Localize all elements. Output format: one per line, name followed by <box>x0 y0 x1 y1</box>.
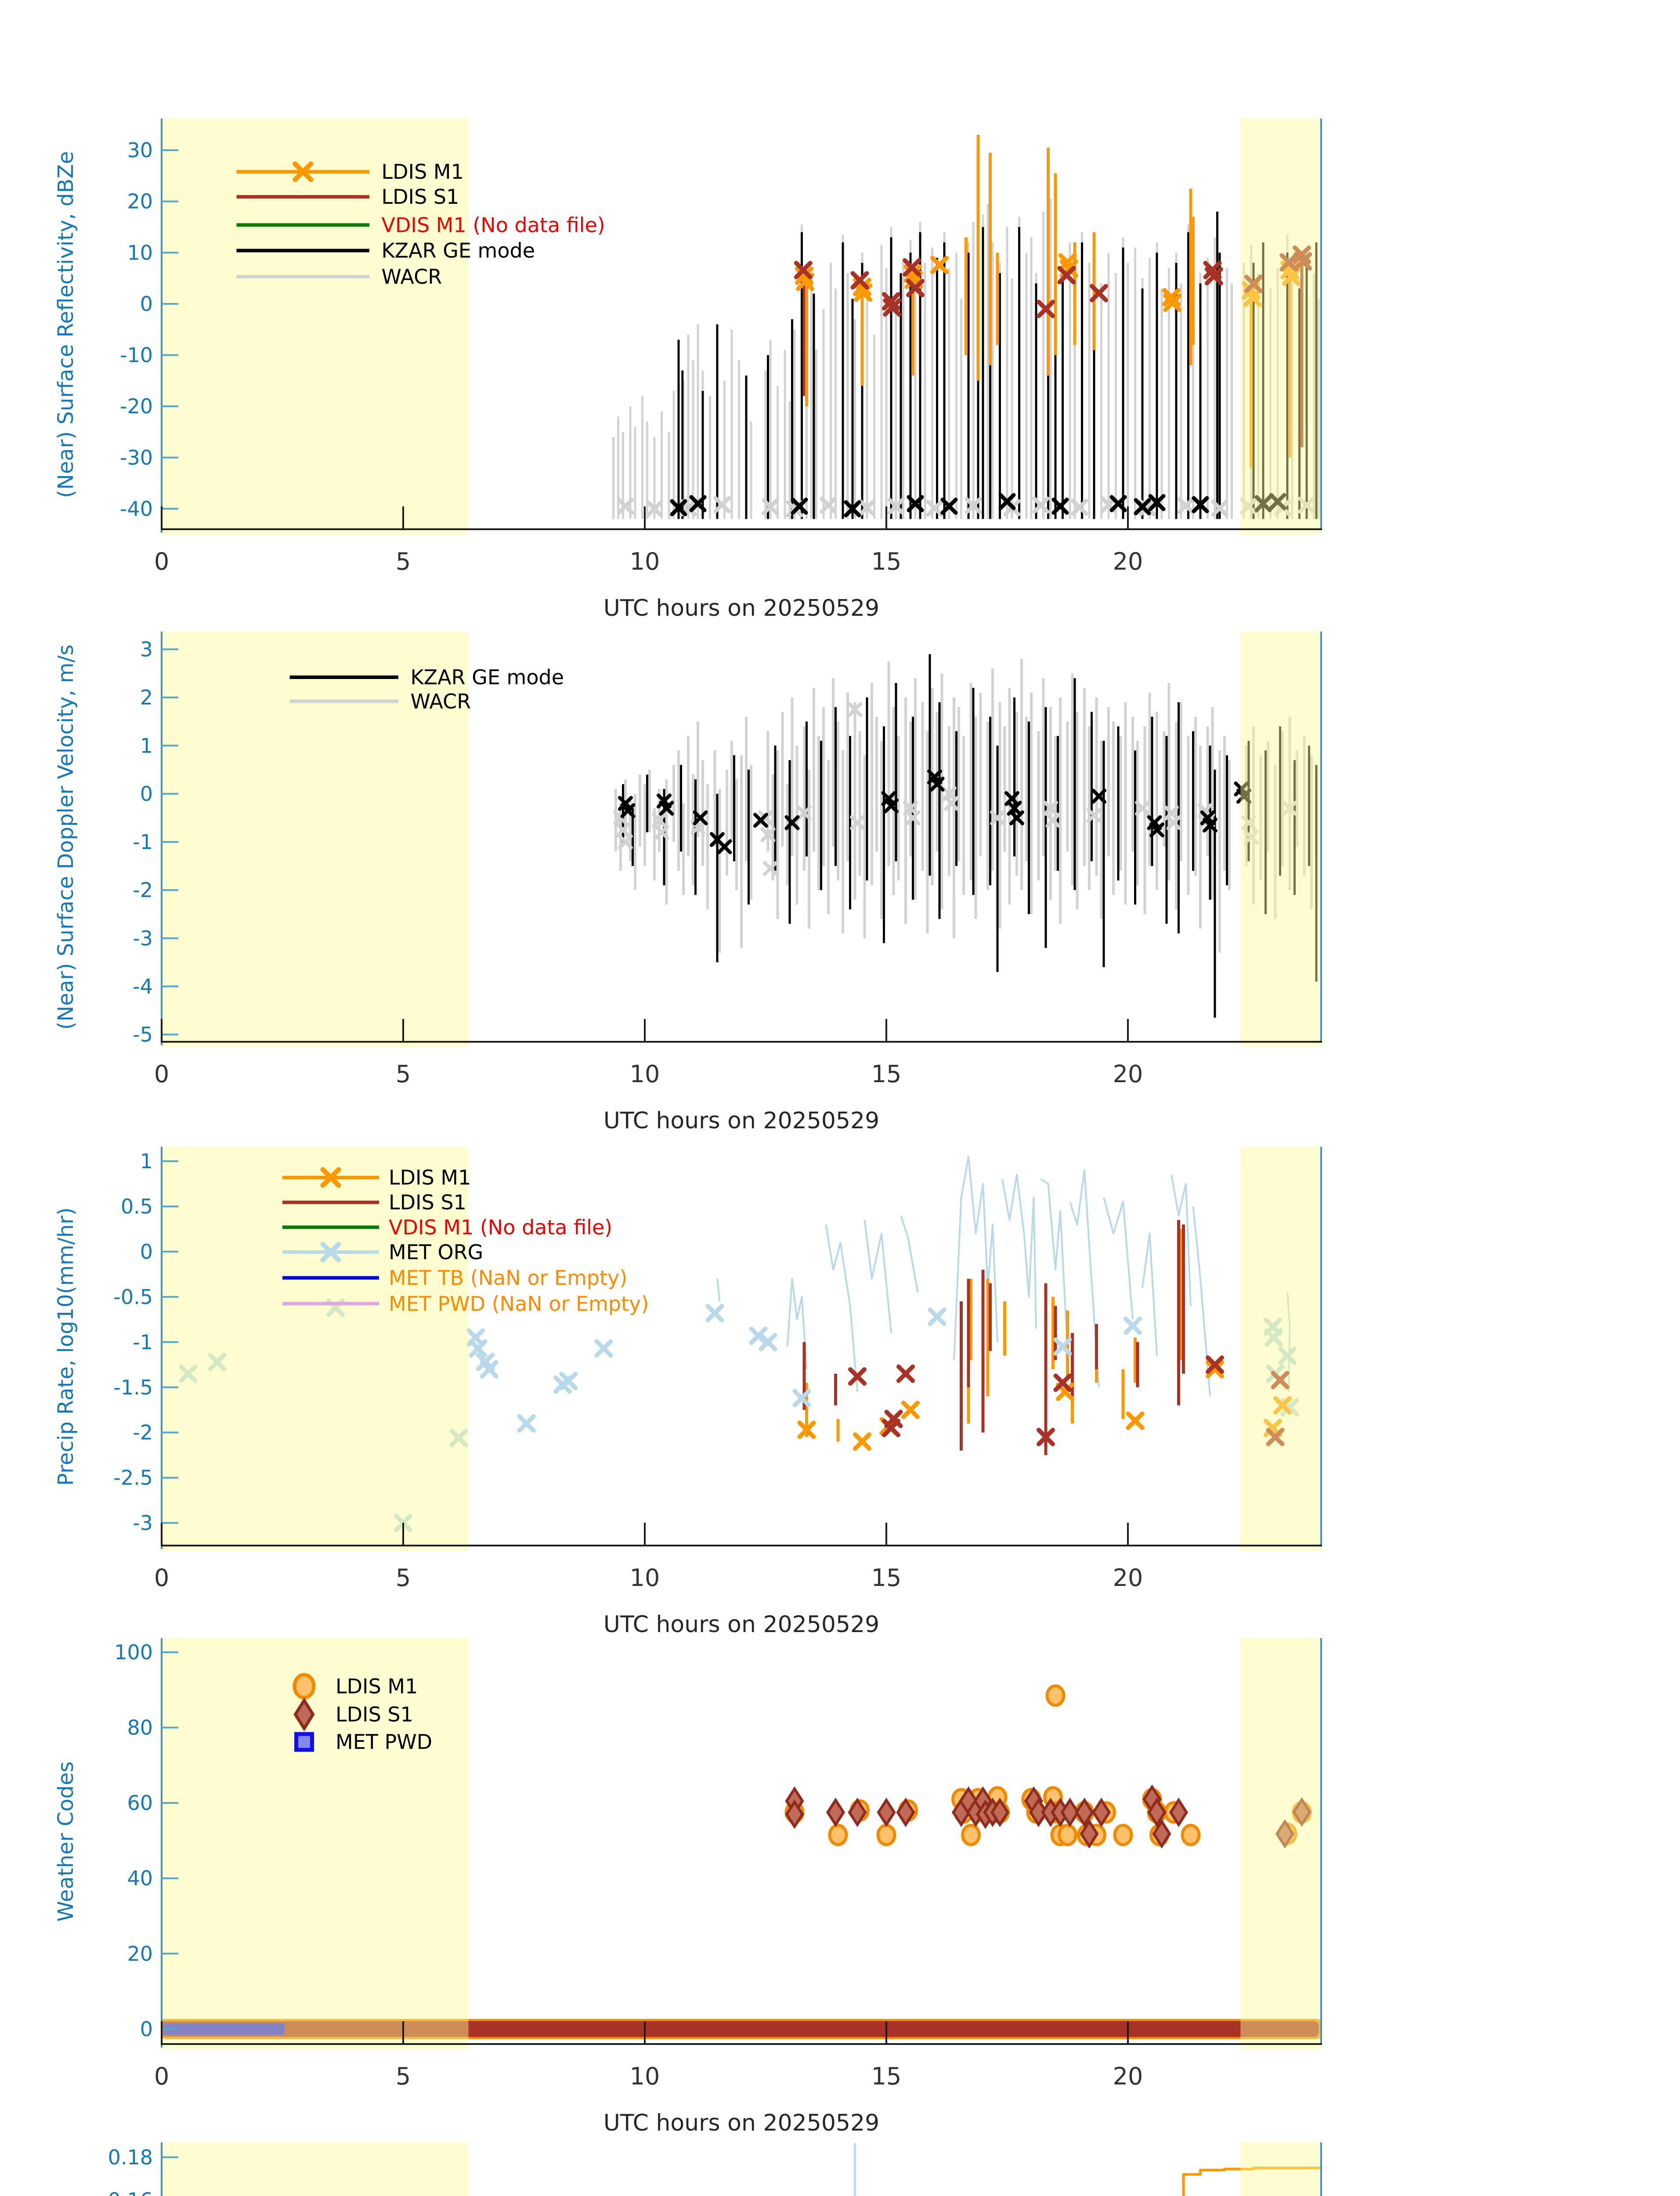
svg-text:0: 0 <box>154 2062 169 2090</box>
svg-text:-5: -5 <box>133 1023 153 1047</box>
svg-text:LDIS M1: LDIS M1 <box>389 1166 471 1189</box>
svg-text:LDIS M1: LDIS M1 <box>382 160 464 184</box>
svg-text:40: 40 <box>127 1867 153 1890</box>
svg-text:VDIS M1 (No data file): VDIS M1 (No data file) <box>389 1215 612 1239</box>
svg-text:LDIS S1: LDIS S1 <box>336 1703 413 1726</box>
svg-text:5: 5 <box>396 548 411 575</box>
svg-text:5: 5 <box>396 2062 411 2090</box>
svg-text:0: 0 <box>140 1240 153 1264</box>
svg-text:2: 2 <box>140 686 153 709</box>
svg-text:1: 1 <box>140 1149 153 1173</box>
svg-text:-1: -1 <box>133 830 153 854</box>
svg-text:0.18: 0.18 <box>108 2145 153 2169</box>
svg-text:0: 0 <box>140 2017 153 2041</box>
svg-text:0: 0 <box>154 1564 169 1592</box>
svg-text:15: 15 <box>871 1060 902 1088</box>
svg-text:80: 80 <box>127 1716 153 1740</box>
svg-text:LDIS S1: LDIS S1 <box>389 1191 466 1214</box>
svg-text:LDIS M1: LDIS M1 <box>336 1674 418 1698</box>
svg-text:0: 0 <box>154 1060 169 1088</box>
svg-text:30: 30 <box>127 138 153 162</box>
svg-text:VDIS M1 (No data file): VDIS M1 (No data file) <box>382 213 605 237</box>
svg-text:1: 1 <box>140 734 153 758</box>
svg-text:0: 0 <box>154 548 169 575</box>
svg-text:KZAR GE mode: KZAR GE mode <box>382 239 535 263</box>
svg-text:10: 10 <box>630 1564 660 1592</box>
cum-precip-plot-canvas: 00.020.040.060.080.10.120.140.160.180510… <box>108 2142 1322 2196</box>
svg-text:MET TB (NaN or Empty): MET TB (NaN or Empty) <box>389 1266 627 1290</box>
svg-text:0.5: 0.5 <box>121 1195 153 1218</box>
svg-text:10: 10 <box>630 1060 660 1088</box>
svg-text:100: 100 <box>114 1640 153 1664</box>
svg-text:-2: -2 <box>133 878 153 902</box>
svg-text:0: 0 <box>140 782 153 805</box>
svg-text:MET PWD (NaN or Empty): MET PWD (NaN or Empty) <box>389 1292 649 1315</box>
svg-text:-1: -1 <box>133 1330 153 1354</box>
svg-text:20: 20 <box>1113 1564 1143 1592</box>
svg-text:15: 15 <box>871 2062 902 2090</box>
svg-text:WACR: WACR <box>382 265 442 289</box>
svg-text:0: 0 <box>140 292 153 316</box>
svg-text:10: 10 <box>127 241 153 264</box>
svg-text:10: 10 <box>630 2062 660 2090</box>
svg-text:-4: -4 <box>133 975 153 998</box>
svg-text:-2: -2 <box>133 1421 153 1445</box>
svg-text:-40: -40 <box>120 497 153 520</box>
svg-text:WACR: WACR <box>411 690 471 713</box>
svg-text:-0.5: -0.5 <box>113 1285 153 1309</box>
svg-text:20: 20 <box>1113 548 1143 575</box>
svg-text:MET ORG: MET ORG <box>389 1240 483 1264</box>
svg-text:3: 3 <box>140 637 153 661</box>
svg-text:60: 60 <box>127 1791 153 1815</box>
svg-text:LDIS S1: LDIS S1 <box>382 185 459 209</box>
svg-text:-10: -10 <box>120 343 153 367</box>
svg-text:-2.5: -2.5 <box>113 1466 153 1490</box>
svg-text:-20: -20 <box>120 394 153 418</box>
weather-codes-plot-canvas: 0 20 40 60 80 100 0 5 10 15 20 LDIS M1 LDIS S1 MET PW… <box>114 1638 1322 2090</box>
svg-text:5: 5 <box>396 1060 411 1088</box>
svg-text:20: 20 <box>1113 1060 1143 1088</box>
svg-text:20: 20 <box>1113 2062 1143 2090</box>
svg-text:15: 15 <box>871 1564 902 1592</box>
svg-text:KZAR GE mode: KZAR GE mode <box>411 665 564 689</box>
svg-text:-1.5: -1.5 <box>113 1376 153 1399</box>
reflectivity-x-axis-label: UTC hours on 20250529 <box>603 595 880 621</box>
svg-text:20: 20 <box>127 1942 153 1965</box>
precip-rate-x-axis-label: UTC hours on 20250529 <box>603 1611 880 1638</box>
svg-text:5: 5 <box>396 1564 411 1592</box>
svg-text:20: 20 <box>127 190 153 213</box>
weather-codes-x-axis-label: UTC hours on 20250529 <box>603 2110 880 2136</box>
svg-text:-3: -3 <box>133 926 153 950</box>
svg-text:15: 15 <box>871 548 902 575</box>
svg-text:0.16: 0.16 <box>108 2189 153 2196</box>
svg-text:-30: -30 <box>120 446 153 470</box>
doppler-x-axis-label: UTC hours on 20250529 <box>603 1108 880 1134</box>
svg-text:10: 10 <box>630 548 660 575</box>
svg-text:MET PWD: MET PWD <box>336 1730 432 1754</box>
svg-text:-3: -3 <box>133 1511 153 1535</box>
